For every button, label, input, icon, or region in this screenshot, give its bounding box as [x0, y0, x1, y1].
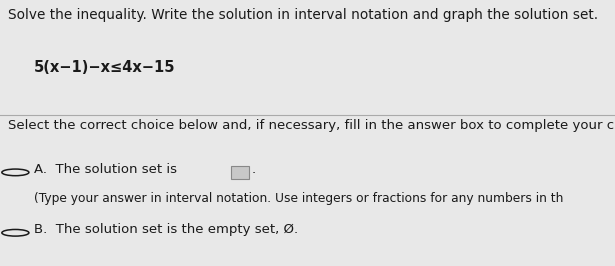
- Text: A.  The solution set is: A. The solution set is: [34, 163, 177, 176]
- Text: .: .: [252, 163, 256, 176]
- Text: Select the correct choice below and, if necessary, fill in the answer box to com: Select the correct choice below and, if …: [8, 119, 615, 132]
- Text: 5(x−1)−x≤4x−15: 5(x−1)−x≤4x−15: [34, 60, 175, 75]
- FancyBboxPatch shape: [231, 166, 249, 179]
- Text: Solve the inequality. Write the solution in interval notation and graph the solu: Solve the inequality. Write the solution…: [8, 8, 598, 22]
- Text: (Type your answer in interval notation. Use integers or fractions for any number: (Type your answer in interval notation. …: [34, 192, 563, 205]
- Text: B.  The solution set is the empty set, Ø.: B. The solution set is the empty set, Ø.: [34, 223, 298, 236]
